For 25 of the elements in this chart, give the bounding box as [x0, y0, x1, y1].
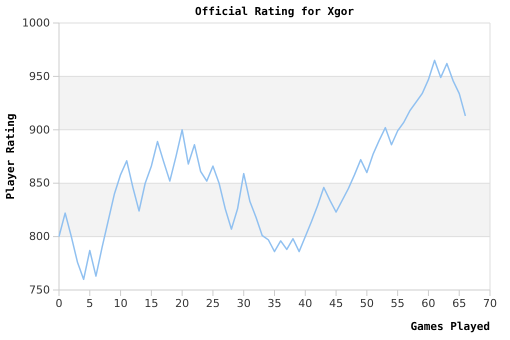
- line-series: [58, 60, 466, 280]
- x-tick-label: 25: [206, 296, 220, 310]
- y-axis-title: Player Rating: [4, 113, 17, 200]
- y-tick-label: 1000: [22, 16, 50, 30]
- chart-title: Official Rating for Xgor: [195, 5, 354, 18]
- x-tick-label: 65: [452, 296, 466, 310]
- y-tick-label: 900: [29, 123, 50, 136]
- y-tick-label: 950: [29, 70, 50, 83]
- x-tick-label: 55: [390, 296, 405, 310]
- y-tick-label: 850: [29, 176, 50, 190]
- x-tick-label: 0: [56, 296, 62, 310]
- x-tick-label: 15: [144, 296, 158, 310]
- x-tick-label: 40: [298, 296, 312, 310]
- x-tick-label: 45: [329, 296, 344, 310]
- x-tick-label: 5: [86, 296, 94, 310]
- y-tick-label: 800: [29, 230, 50, 244]
- x-tick-label: 10: [114, 296, 128, 310]
- x-tick-label: 20: [175, 296, 190, 310]
- x-tick-label: 35: [268, 296, 282, 310]
- x-tick-label: 60: [421, 296, 436, 310]
- x-axis-title: Games Played: [410, 320, 490, 333]
- x-tick-label: 70: [483, 296, 497, 310]
- y-tick-label: 750: [29, 284, 50, 297]
- x-tick-label: 30: [236, 296, 251, 310]
- x-tick-label: 50: [360, 296, 374, 310]
